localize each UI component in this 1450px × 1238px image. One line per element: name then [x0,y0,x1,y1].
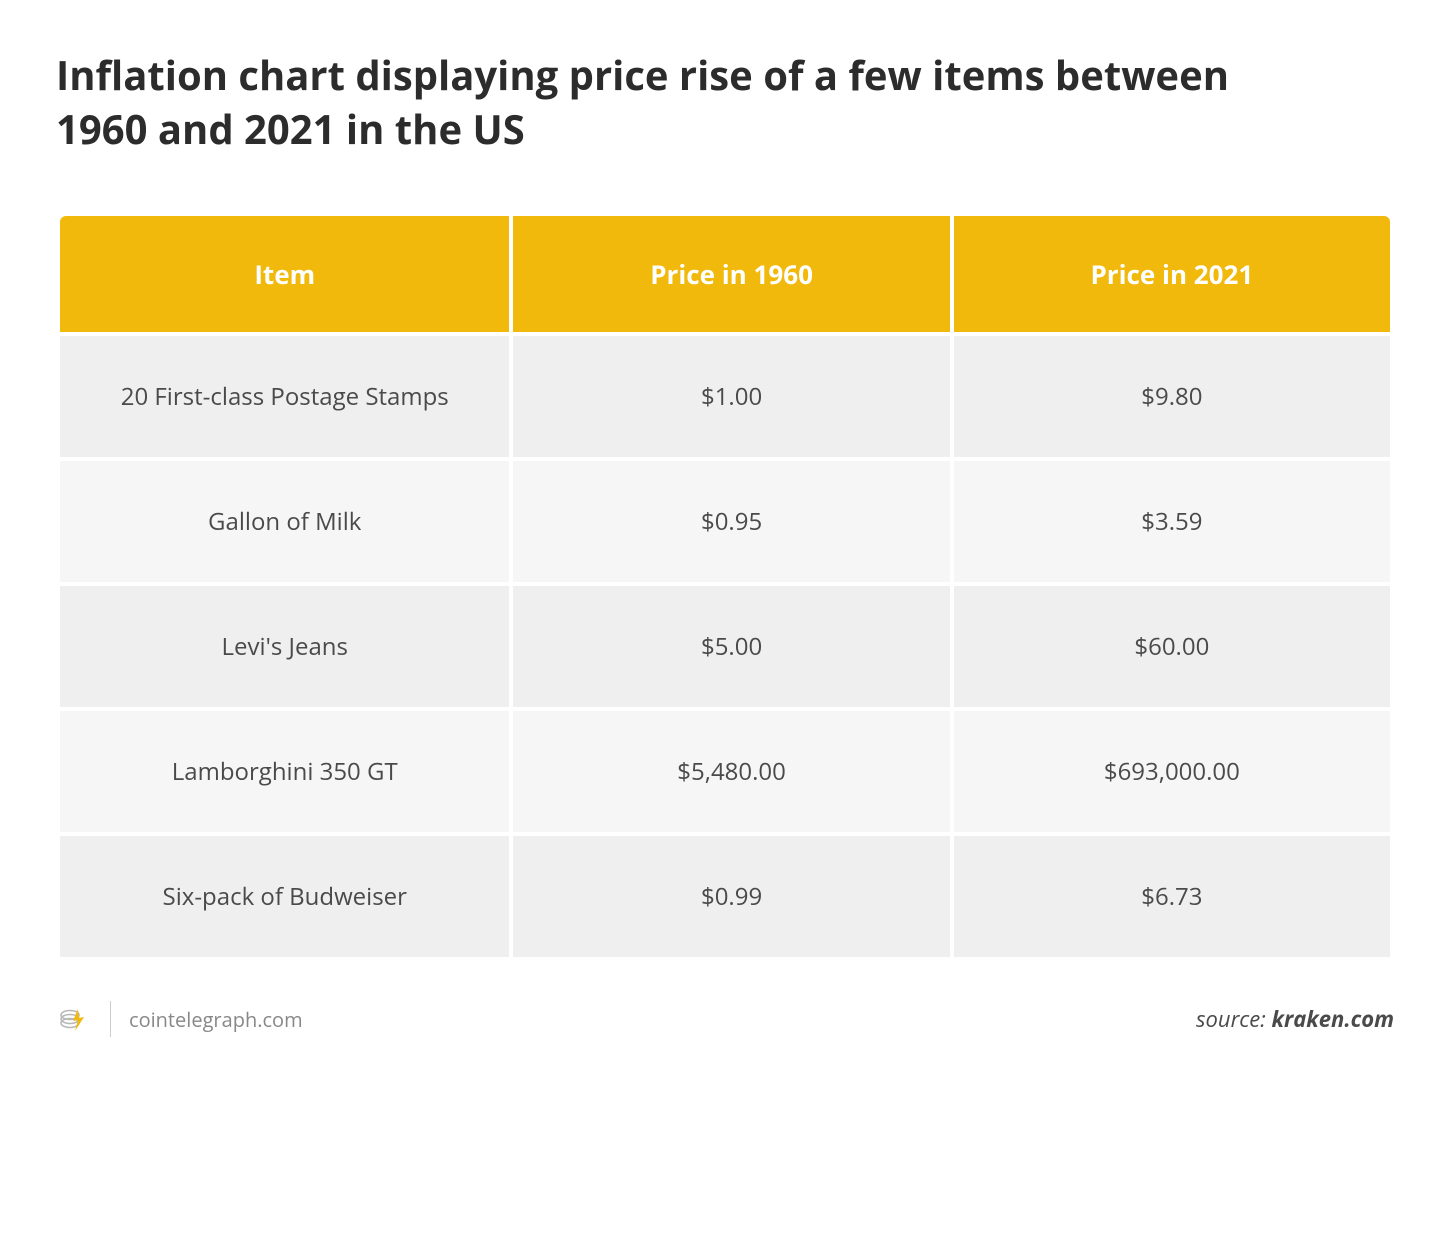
cell-2021: $3.59 [954,461,1390,582]
footer-site-text: cointelegraph.com [129,1006,303,1033]
footer: cointelegraph.com source: kraken.com [56,997,1394,1037]
col-header-2021: Price in 2021 [954,216,1390,332]
cell-1960: $5,480.00 [513,711,949,832]
footer-source-name: kraken.com [1271,1004,1394,1034]
table-row: Six-pack of Budweiser $0.99 $6.73 [60,836,1390,957]
cell-item: 20 First-class Postage Stamps [60,336,509,457]
cell-1960: $0.99 [513,836,949,957]
col-header-item: Item [60,216,509,332]
table-header-row: Item Price in 1960 Price in 2021 [60,216,1390,332]
cell-2021: $60.00 [954,586,1390,707]
cell-1960: $5.00 [513,586,949,707]
col-header-1960: Price in 1960 [513,216,949,332]
table-row: Lamborghini 350 GT $5,480.00 $693,000.00 [60,711,1390,832]
footer-divider [110,1001,111,1037]
cell-2021: $693,000.00 [954,711,1390,832]
table-row: Gallon of Milk $0.95 $3.59 [60,461,1390,582]
cell-1960: $0.95 [513,461,949,582]
table-row: Levi's Jeans $5.00 $60.00 [60,586,1390,707]
cell-item: Six-pack of Budweiser [60,836,509,957]
cell-2021: $6.73 [954,836,1390,957]
cell-1960: $1.00 [513,336,949,457]
cell-item: Gallon of Milk [60,461,509,582]
cointelegraph-logo-icon [56,1001,92,1037]
cell-item: Levi's Jeans [60,586,509,707]
footer-source-prefix: source: [1196,1004,1271,1034]
footer-left: cointelegraph.com [56,1001,303,1037]
cell-2021: $9.80 [954,336,1390,457]
inflation-table: Item Price in 1960 Price in 2021 20 Firs… [56,212,1394,961]
page-title: Inflation chart displaying price rise of… [56,48,1256,156]
footer-source: source: kraken.com [1196,1004,1394,1034]
table-row: 20 First-class Postage Stamps $1.00 $9.8… [60,336,1390,457]
cell-item: Lamborghini 350 GT [60,711,509,832]
